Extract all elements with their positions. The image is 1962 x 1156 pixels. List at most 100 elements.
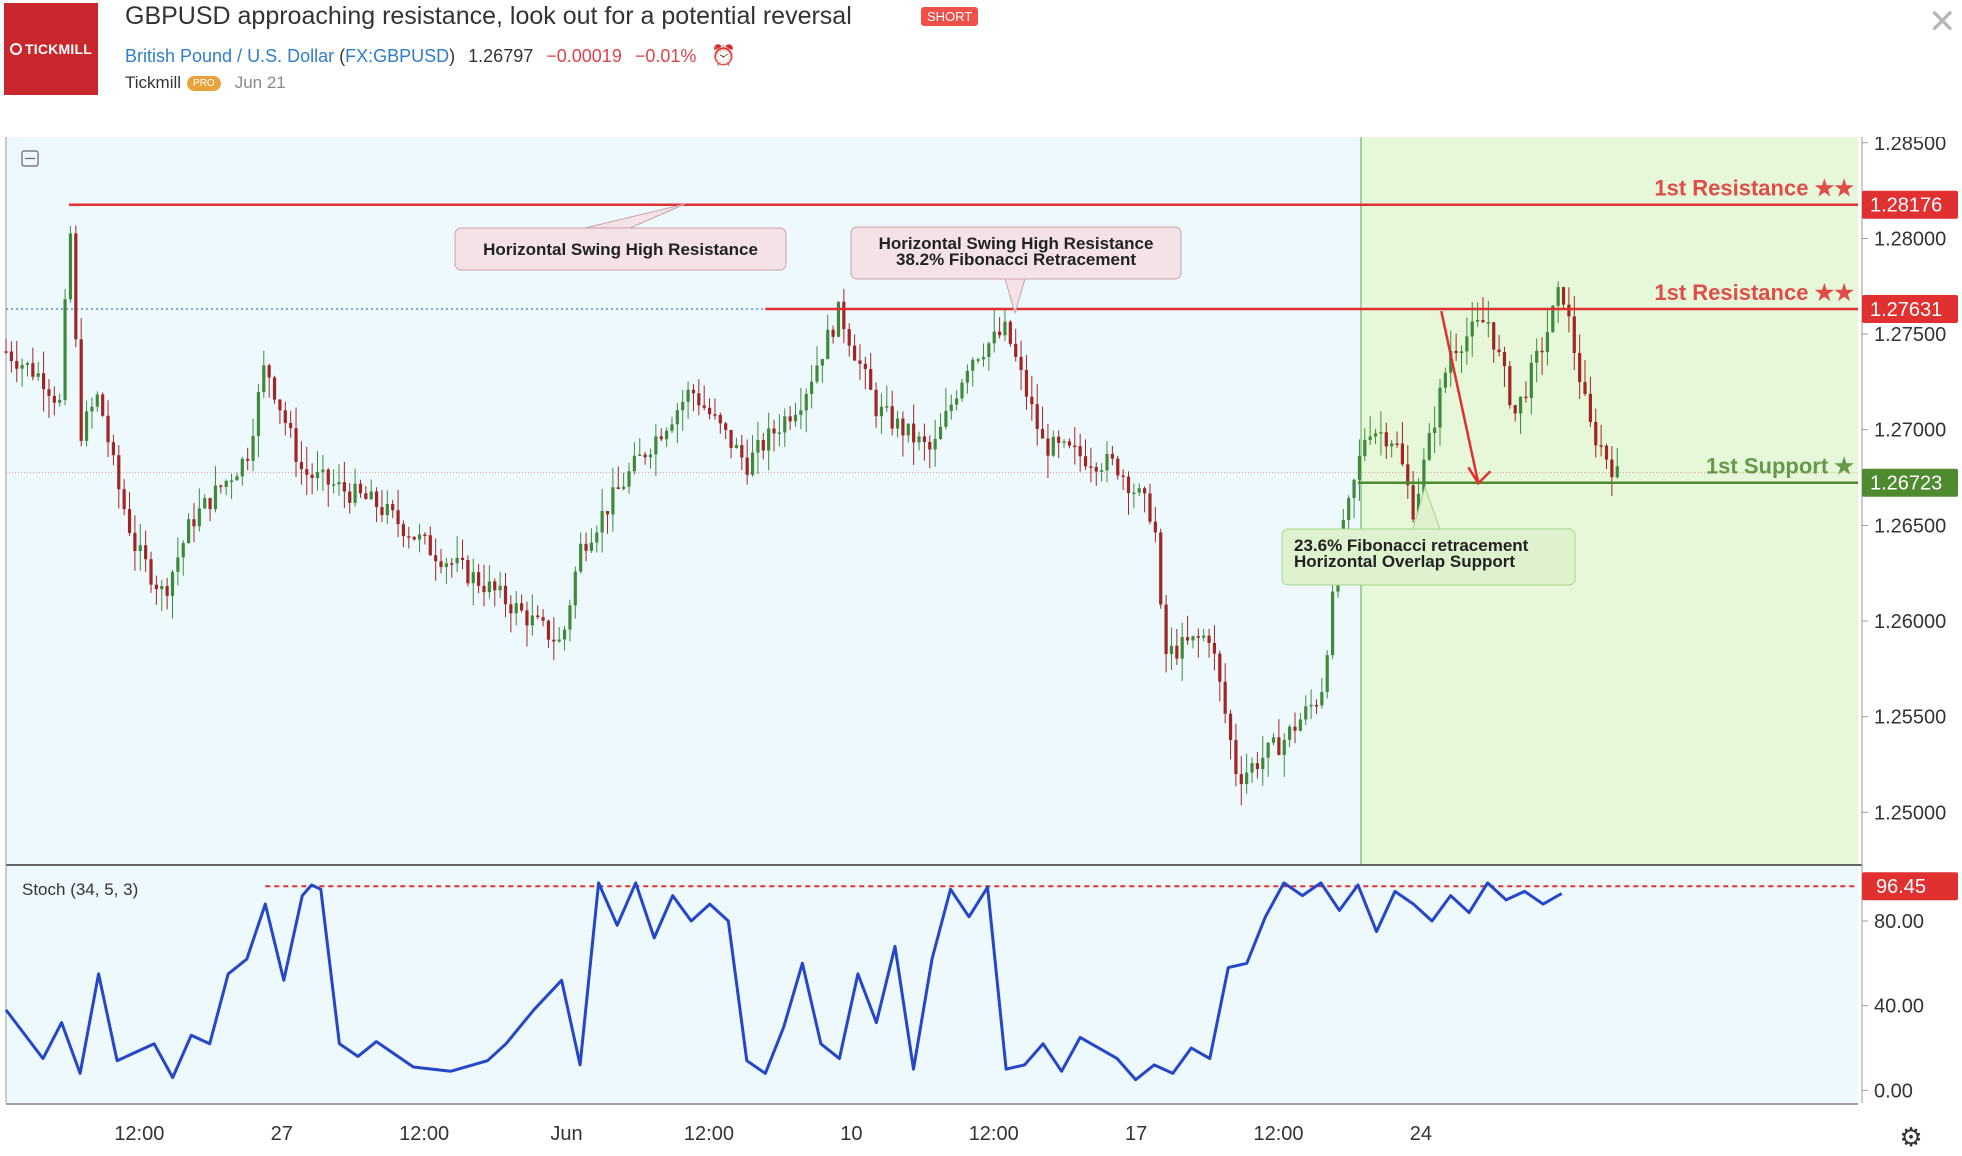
resistance-level-label: 1st Resistance ★★: [1654, 280, 1854, 305]
candle-body: [756, 440, 760, 453]
candle-body: [1298, 719, 1302, 731]
candle-body: [1475, 319, 1480, 322]
candle-body: [713, 414, 717, 416]
price-tag-bg: [1862, 294, 1958, 323]
candle-body: [906, 423, 910, 436]
candle-body: [772, 428, 776, 434]
candle-body: [1304, 706, 1308, 720]
candle-body: [799, 410, 803, 415]
candle-body: [385, 503, 389, 516]
candle-body: [750, 452, 755, 475]
candle-body: [41, 373, 46, 390]
candle-body: [912, 423, 916, 443]
candle-body: [949, 404, 953, 411]
price-tag-bg: [1862, 468, 1958, 497]
candle-body: [1255, 763, 1259, 770]
candle-body: [160, 586, 164, 590]
annotation-callout-box: [1281, 528, 1576, 586]
symbol-row: British Pound / U.S. Dollar (FX:GBPUSD) …: [125, 43, 736, 68]
candle-body: [1518, 396, 1523, 414]
candle-body: [670, 424, 674, 431]
candle-body: [992, 331, 996, 344]
candle-body: [842, 301, 846, 330]
candle-body: [176, 557, 180, 572]
candle-body: [1191, 636, 1195, 641]
candle-body: [874, 389, 878, 417]
author-name[interactable]: Tickmill: [125, 73, 182, 92]
candle-body: [1121, 475, 1125, 477]
candle-body: [369, 491, 373, 500]
instrument-link[interactable]: British Pound / U.S. Dollar: [125, 46, 335, 66]
candle-body: [1014, 343, 1018, 357]
candle-body: [1443, 372, 1447, 388]
candle-body: [1245, 772, 1249, 785]
logo-mark-icon: [10, 43, 23, 55]
candle-body: [831, 329, 835, 337]
candle-body: [1169, 645, 1174, 655]
candle-body: [1572, 316, 1576, 353]
time-tick-label: 12:00: [399, 1123, 449, 1145]
candle-body: [63, 299, 67, 400]
candle-body: [20, 364, 24, 369]
logo-text: TICKMILL: [25, 41, 92, 57]
time-tick-label: 27: [271, 1123, 293, 1145]
candle-body: [525, 610, 529, 626]
close-icon[interactable]: ✕: [1928, 3, 1957, 41]
candle-body: [219, 485, 223, 488]
candle-body: [192, 519, 196, 527]
time-tick-label: 17: [1125, 1123, 1147, 1145]
candle-body: [487, 581, 491, 593]
candle-body: [1067, 441, 1072, 446]
candle-body: [584, 543, 588, 551]
candle-body: [1030, 396, 1034, 405]
candle-body: [283, 410, 287, 424]
alarm-clock-icon[interactable]: ⏰: [711, 45, 737, 67]
idea-title: GBPUSD approaching resistance, look out …: [125, 2, 852, 30]
candle-body: [396, 510, 400, 525]
stoch-tick-label: 0.00: [1874, 1080, 1913, 1102]
candle-body: [181, 543, 185, 558]
candle-body: [364, 493, 368, 500]
candle-body: [826, 329, 830, 360]
candle-body: [783, 416, 787, 433]
candle-body: [1083, 456, 1088, 467]
candle-body: [1175, 645, 1179, 659]
collapse-pane-icon[interactable]: [21, 150, 39, 167]
candle-body: [1207, 635, 1211, 644]
candle-body: [901, 418, 905, 436]
candle-body: [1271, 737, 1276, 743]
candle-body: [1057, 436, 1061, 443]
candle-body: [1277, 737, 1281, 755]
chart-area[interactable]: 1.28500 1.28000 1.27500 1.27000 1.26500 1.260…: [0, 137, 1962, 1156]
candle-body: [928, 441, 932, 450]
symbol-link[interactable]: FX:GBPUSD: [345, 46, 450, 66]
candle-body: [788, 416, 792, 422]
candle-body: [1325, 655, 1329, 693]
candle-body: [1551, 305, 1555, 333]
gear-icon[interactable]: ⚙: [1899, 1122, 1922, 1152]
candle-body: [471, 572, 475, 584]
candle-body: [793, 414, 798, 422]
time-tick-label: 12:00: [969, 1123, 1019, 1145]
candle-body: [917, 436, 921, 443]
candle-body: [1008, 321, 1012, 344]
candle-body: [557, 639, 561, 642]
price-tick-label: 1.28500: [1874, 137, 1946, 155]
candle-body: [208, 498, 212, 510]
time-tick-label: 12:00: [1253, 1123, 1303, 1145]
candle-body: [256, 391, 261, 436]
candle-body: [686, 389, 690, 402]
symbol-paren-close: ): [449, 46, 456, 66]
candle-body: [552, 639, 556, 642]
candle-body: [117, 455, 121, 490]
candle-body: [643, 454, 647, 458]
candles-group: [4, 225, 1619, 806]
candle-body: [530, 615, 534, 626]
candle-body: [638, 454, 642, 457]
candle-body: [1212, 643, 1217, 654]
candle-body: [659, 436, 663, 440]
candle-body: [1330, 591, 1335, 656]
tickmill-logo[interactable]: TICKMILL: [4, 3, 98, 95]
candle-body: [960, 382, 964, 399]
candle-body: [1137, 488, 1141, 493]
